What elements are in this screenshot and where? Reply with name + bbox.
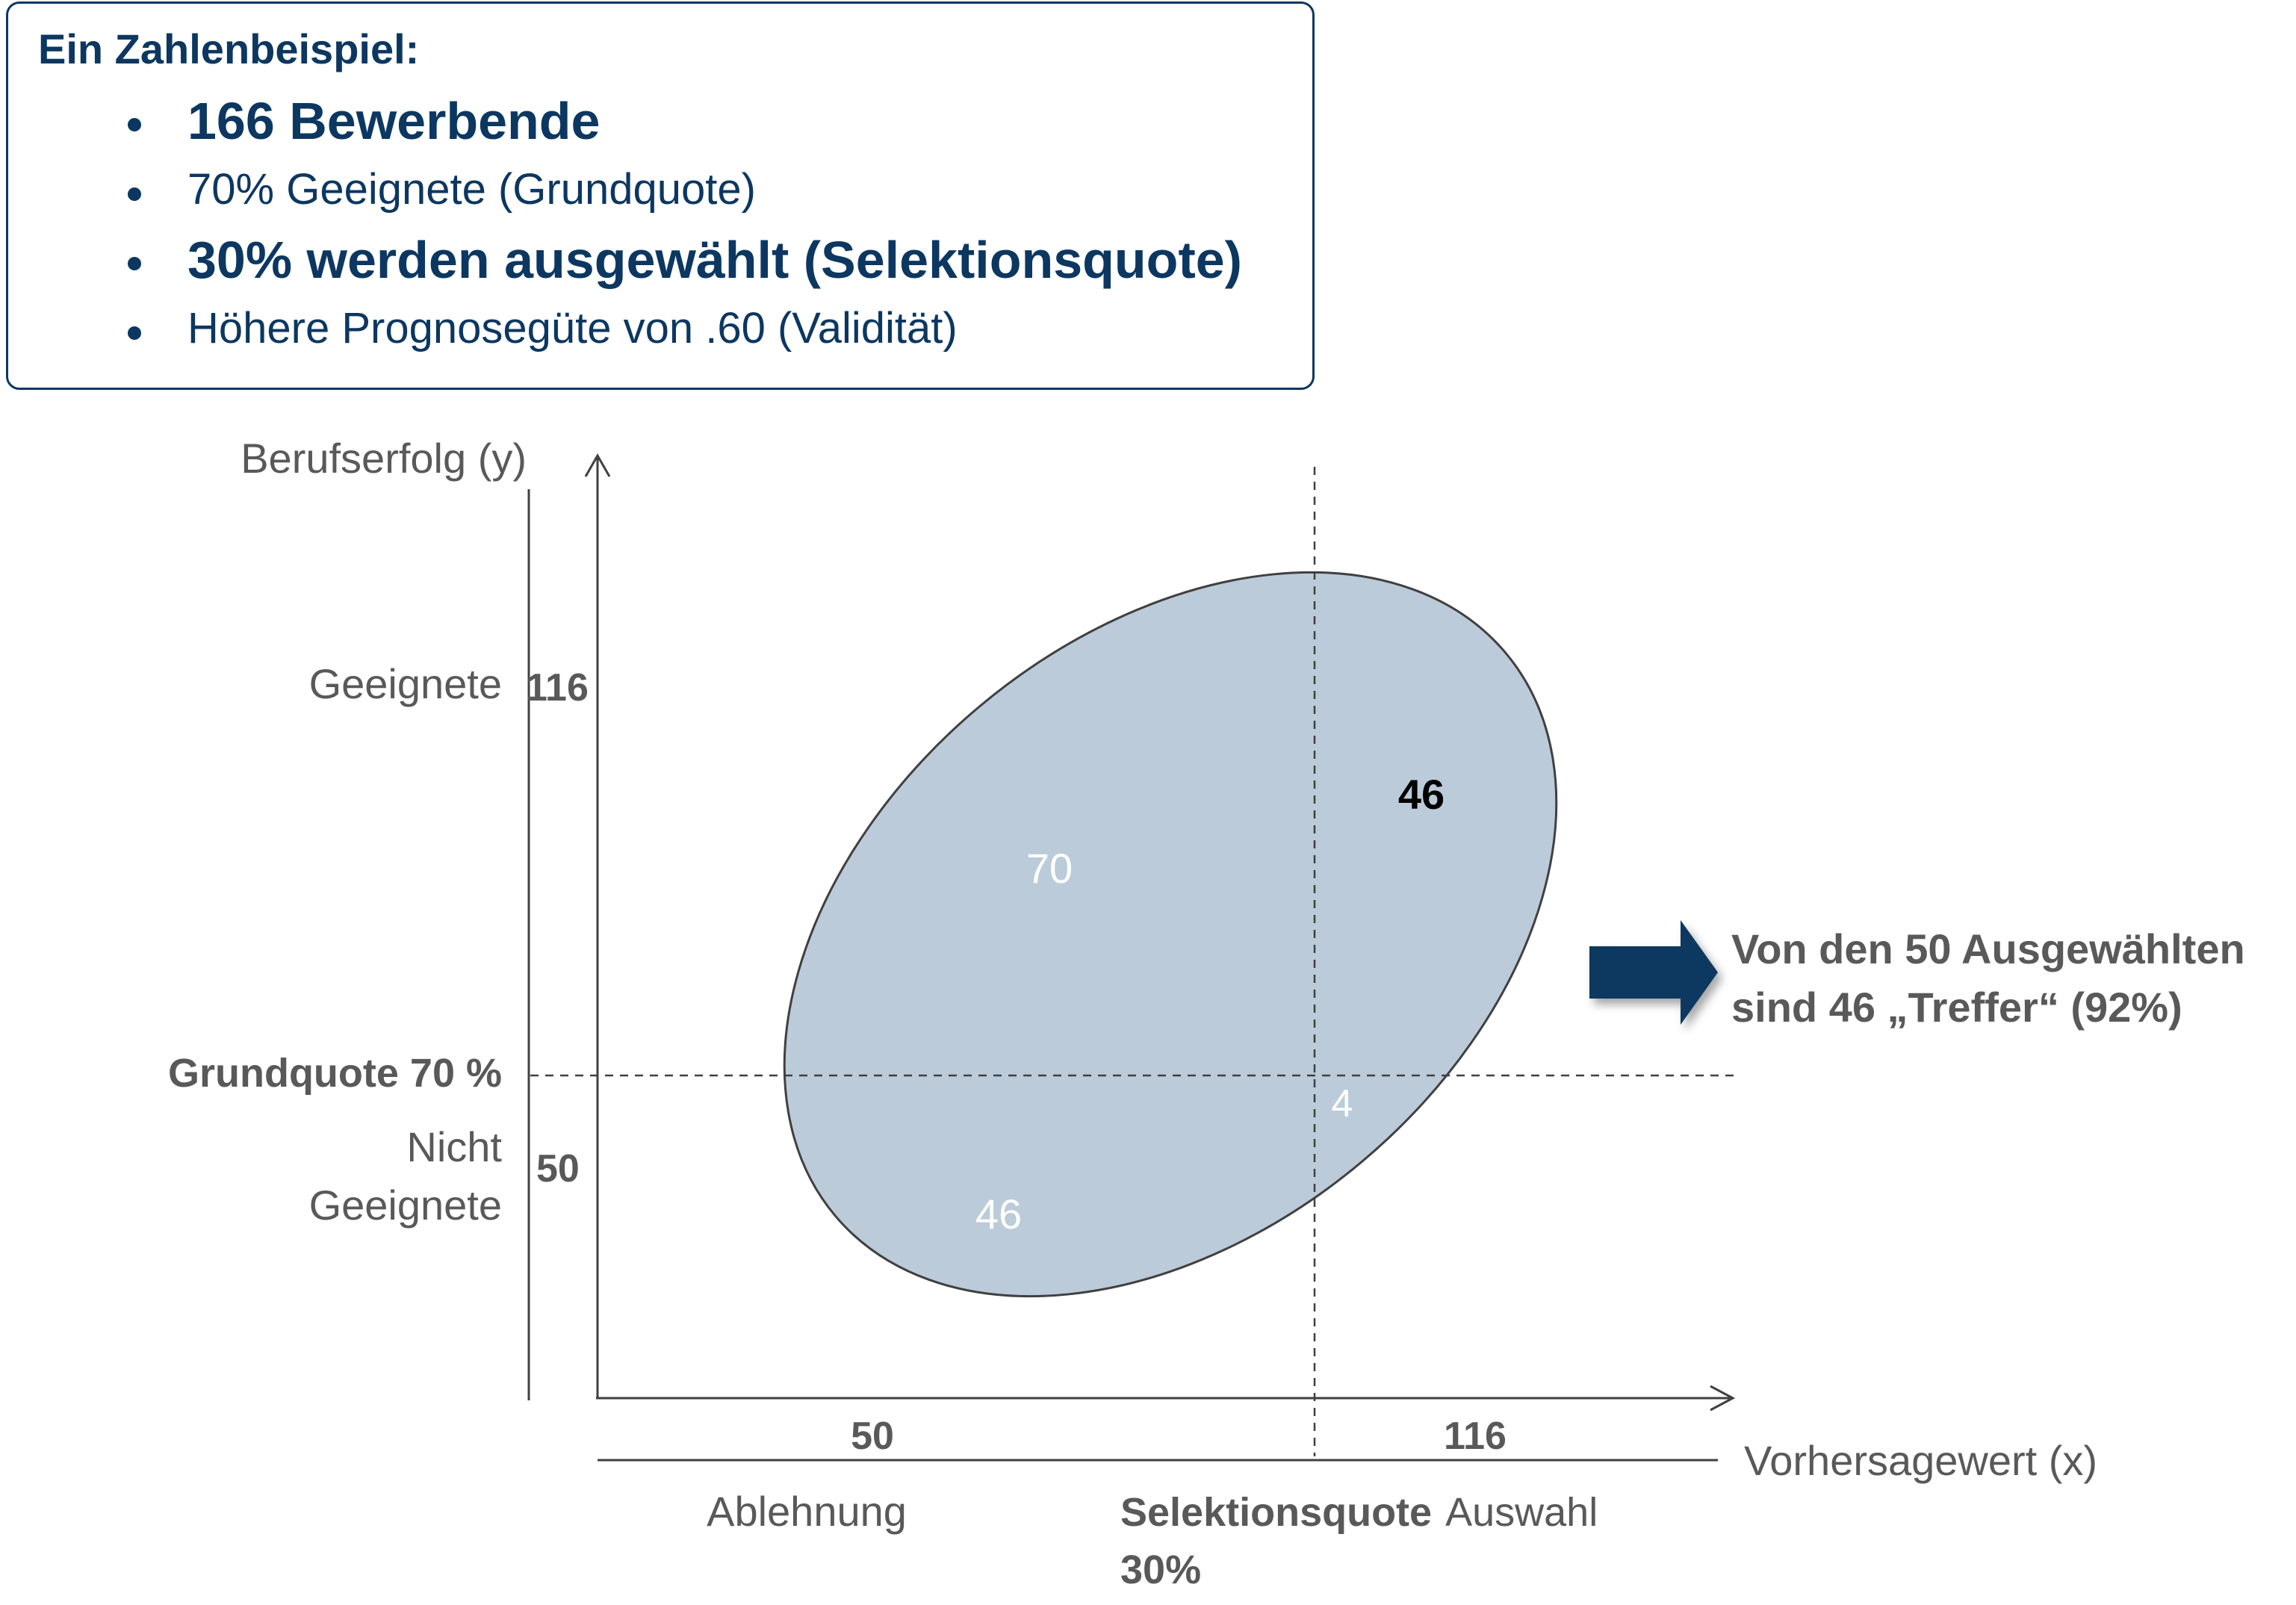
selection-label-line: Selektionsquote Auswahl — [1120, 1490, 1598, 1535]
bullet-dot-icon — [128, 257, 141, 270]
info-box: Ein Zahlenbeispiel: 166 Bewerbende 70% G… — [6, 1, 1315, 390]
distribution-ellipse — [783, 571, 1558, 1298]
quadrant-bottom-right-count: 4 — [1332, 1082, 1353, 1126]
bullet-dot-icon — [128, 118, 141, 131]
unsuitable-count: 50 — [536, 1147, 580, 1190]
quadrant-top-left-count: 70 — [1026, 845, 1073, 892]
selection-rate-label: Selektionsquote — [1120, 1490, 1432, 1535]
quadrant-top-right-count: 46 — [1398, 771, 1445, 818]
rejected-label: Ablehnung — [707, 1488, 907, 1535]
x-axis-label: Vorhersagewert (x) — [1744, 1437, 2097, 1484]
bullet-applicants: 166 Bewerbende — [128, 95, 1242, 155]
result-callout: Von den 50 Ausgewählten sind 46 „Treffer… — [1731, 920, 2245, 1037]
rejected-count: 50 — [851, 1415, 894, 1458]
bullet-dot-icon — [128, 326, 141, 340]
unsuitable-label-line1: Nicht — [406, 1123, 502, 1170]
bullet-text: 70% Geeignete (Grundquote) — [187, 165, 756, 214]
info-bullet-list: 166 Bewerbende 70% Geeignete (Grundquote… — [128, 87, 1242, 359]
x-axis-arrow-icon — [1710, 1385, 1736, 1412]
suitable-count: 116 — [526, 666, 589, 710]
bullet-text: Höhere Prognosegüte von .60 (Validität) — [187, 304, 958, 353]
y-axis-arrow-icon — [584, 453, 611, 477]
callout-line1: Von den 50 Ausgewählten — [1731, 925, 2245, 972]
selection-rate-value: 30% — [1120, 1547, 1201, 1592]
bullet-dot-icon — [128, 187, 141, 201]
bullet-selection-rate: 30% werden ausgewählt (Selektionsquote) — [128, 234, 1242, 294]
suitable-label: Geeignete — [309, 660, 502, 707]
info-title: Ein Zahlenbeispiel: — [38, 25, 420, 72]
y-axis-label: Berufserfolg (y) — [241, 435, 527, 482]
quadrant-bottom-left-count: 46 — [975, 1190, 1022, 1238]
bullet-validity: Höhere Prognosegüte von .60 (Validität) — [128, 307, 1242, 359]
bullet-text: 30% werden ausgewählt (Selektionsquote) — [187, 231, 1242, 289]
callout-line2: sind 46 „Treffer“ (92%) — [1731, 984, 2182, 1031]
unsuitable-label-line2: Geeignete — [309, 1182, 502, 1229]
bullet-base-rate: 70% Geeignete (Grundquote) — [128, 168, 1242, 220]
right-arrow-icon — [1589, 920, 1718, 1025]
base-rate-label: Grundquote 70 % — [168, 1051, 502, 1096]
selected-label: Auswahl — [1445, 1490, 1598, 1535]
bullet-text: 166 Bewerbende — [187, 92, 601, 150]
selected-count: 116 — [1444, 1415, 1507, 1458]
